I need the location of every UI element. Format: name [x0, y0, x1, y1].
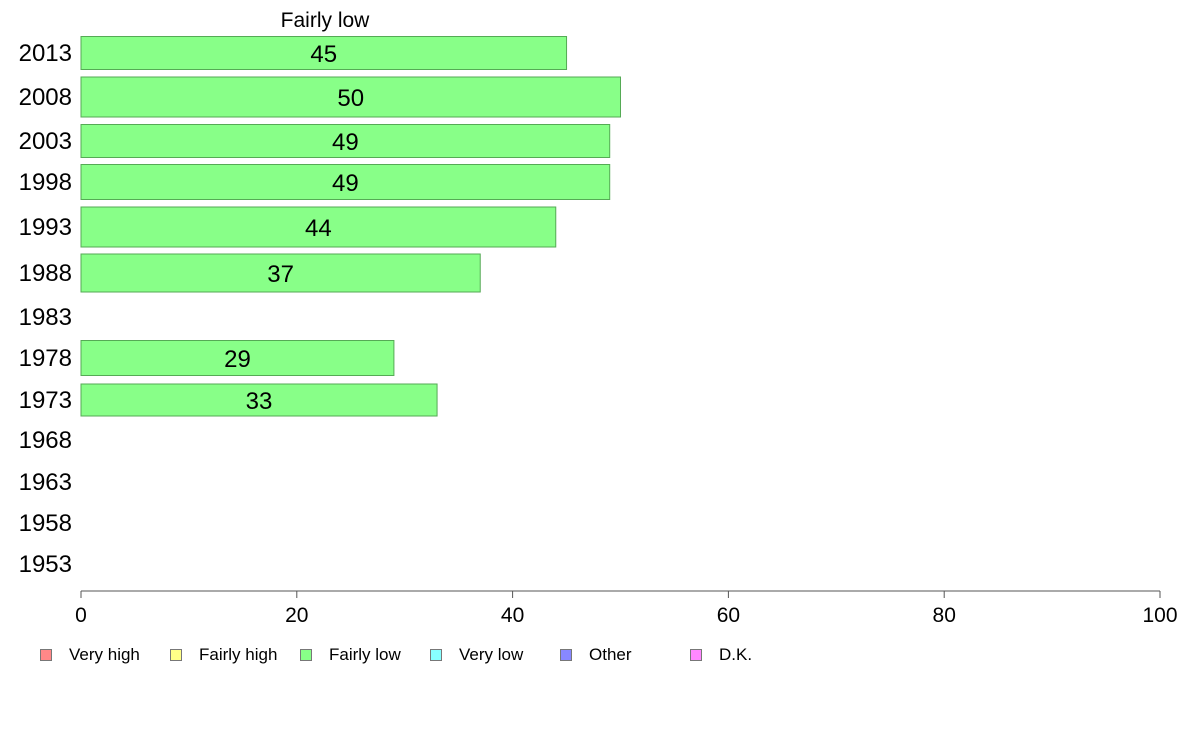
legend-swatch	[300, 649, 312, 661]
y-tick-label: 1993	[19, 214, 72, 241]
legend-item: Very high	[40, 645, 140, 665]
legend-label: D.K.	[719, 645, 753, 664]
bar	[80, 164, 611, 200]
legend-swatch	[560, 649, 572, 661]
legend-label: Fairly low	[329, 645, 401, 664]
x-tick-label: 80	[933, 604, 956, 627]
legend-item: Other	[560, 645, 632, 665]
y-tick-label: 2003	[19, 128, 72, 155]
y-tick-label: 1963	[19, 469, 72, 496]
bar	[80, 76, 621, 118]
bar-value-label: 49	[332, 129, 359, 156]
y-tick-label: 2013	[19, 40, 72, 67]
x-axis-ticks: 0 20 40 60 80 100	[75, 591, 1178, 627]
bar	[80, 124, 611, 158]
legend-swatch	[690, 649, 702, 661]
y-axis-labels: 2013 2008 2003 1998 1993 1988 1983 1978 1973 1968…	[19, 40, 72, 578]
y-tick-label: 1988	[19, 260, 72, 287]
y-tick-label: 1978	[19, 345, 72, 372]
y-tick-label: 1958	[19, 510, 72, 537]
x-tick-label: 100	[1142, 604, 1177, 627]
legend-label: Very high	[69, 645, 140, 664]
bar-value-label: 44	[305, 215, 332, 242]
y-tick-label: 1973	[19, 387, 72, 414]
y-tick-label: 1983	[19, 304, 72, 331]
y-tick-label: 2008	[19, 84, 72, 111]
legend-item: Fairly low	[300, 645, 401, 665]
bar	[80, 253, 481, 293]
bar	[80, 340, 395, 376]
x-tick-label: 0	[75, 604, 87, 627]
legend-swatch	[430, 649, 442, 661]
bar-value-label: 45	[310, 41, 337, 68]
x-tick-label: 40	[501, 604, 524, 627]
bar-value-label: 29	[224, 346, 251, 373]
bar	[80, 36, 568, 70]
legend-swatch	[40, 649, 52, 661]
bar	[80, 206, 557, 248]
bar-value-label: 49	[332, 170, 359, 197]
bar-value-label: 50	[337, 85, 364, 112]
chart-title: Fairly low	[281, 9, 371, 32]
legend-swatch	[170, 649, 182, 661]
y-tick-label: 1998	[19, 169, 72, 196]
y-tick-label: 1953	[19, 551, 72, 578]
bar-value-label: 37	[267, 261, 294, 288]
bar-value-label: 33	[246, 388, 273, 415]
legend: Very high Fairly high Fairly low Very low Ot…	[40, 645, 800, 665]
legend-item: Very low	[430, 645, 523, 665]
bar	[80, 383, 438, 417]
legend-item: D.K.	[690, 645, 752, 665]
legend-label: Other	[589, 645, 632, 664]
legend-item: Fairly high	[170, 645, 277, 665]
x-tick-label: 60	[717, 604, 740, 627]
x-tick-label: 20	[285, 604, 308, 627]
y-tick-label: 1968	[19, 427, 72, 454]
legend-label: Fairly high	[199, 645, 278, 664]
legend-label: Very low	[459, 645, 524, 664]
